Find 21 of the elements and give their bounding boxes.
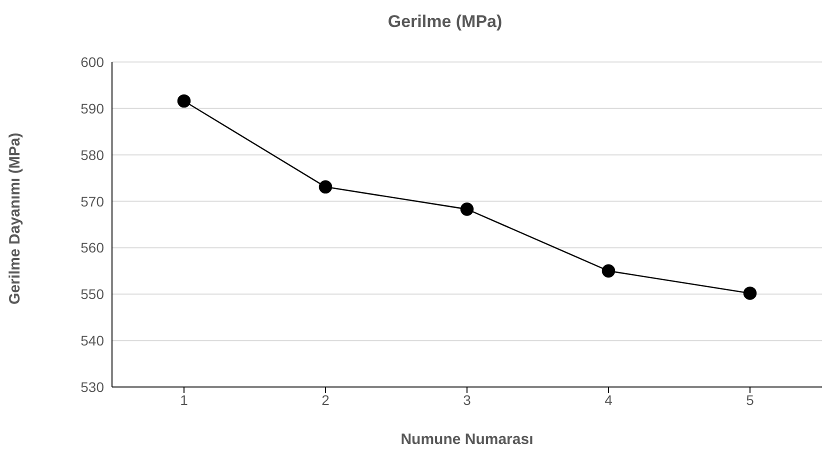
y-tick-label: 600 [80, 54, 104, 70]
x-tick-label: 3 [463, 392, 472, 408]
y-tick-label: 560 [80, 240, 104, 256]
y-tick-label: 550 [80, 286, 104, 302]
y-tick-label: 580 [80, 146, 104, 163]
x-tick-label: 1 [180, 392, 188, 408]
point [177, 94, 191, 108]
x-tick-label: 5 [746, 392, 754, 408]
point [743, 286, 757, 300]
y-tick-label: 530 [80, 378, 104, 395]
chart-title: Gerilme (MPa) [386, 11, 504, 33]
y-axis-title: Gerilme Dayanımı (MPa) [6, 132, 24, 304]
y-tick-label: 570 [80, 193, 104, 210]
y-tick-label: 590 [80, 100, 104, 116]
x-axis-title: Numune Numarası [400, 431, 534, 448]
y-tick-label: 540 [80, 332, 104, 349]
point [318, 180, 332, 194]
point [460, 202, 474, 216]
point [602, 264, 616, 278]
x-tick-label: 2 [322, 392, 330, 408]
x-tick-label: 4 [604, 392, 613, 408]
